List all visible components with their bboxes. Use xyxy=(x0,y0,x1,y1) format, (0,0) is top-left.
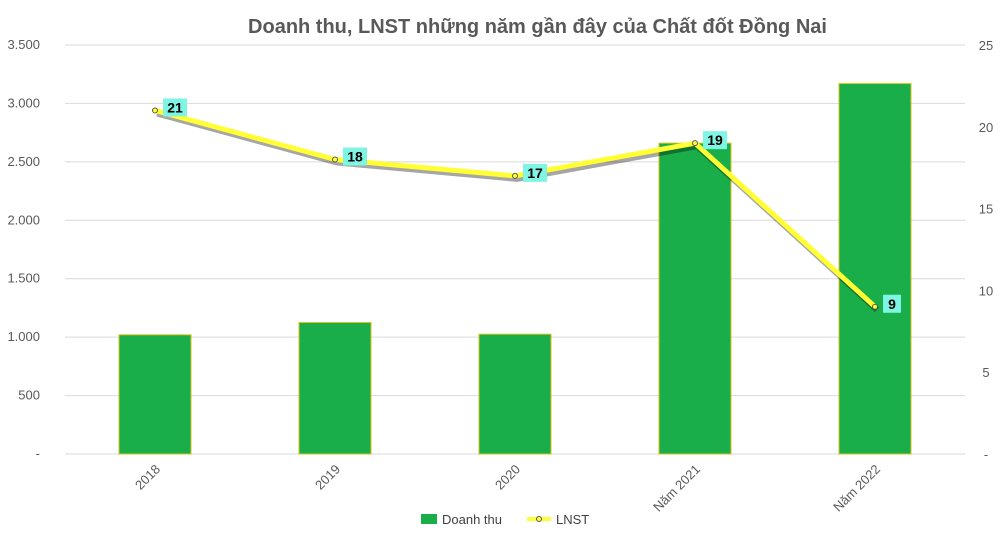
data-label-box xyxy=(703,131,727,150)
x-tick-label: 2020 xyxy=(492,462,523,493)
data-label-text: 18 xyxy=(347,149,363,165)
legend-label-revenue: Doanh thu xyxy=(442,512,502,527)
chart-title: Doanh thu, LNST những năm gần đây của Ch… xyxy=(248,16,827,38)
left-tick-label: 2.500 xyxy=(7,154,40,169)
x-axis-ticks: 2018 2019 2020 Năm 2021 Năm 2022 xyxy=(132,462,883,515)
x-tick-label: 2019 xyxy=(312,462,343,493)
profit-point xyxy=(872,303,878,310)
right-tick-label: - xyxy=(984,447,988,462)
profit-data-label: 19 xyxy=(703,131,727,150)
revenue-bars xyxy=(118,83,912,455)
left-tick-label: 3.500 xyxy=(7,37,40,52)
revenue-bar xyxy=(118,334,192,455)
left-tick-label: 3.000 xyxy=(7,95,40,110)
data-label-text: 19 xyxy=(707,132,723,148)
left-tick-label: 1.500 xyxy=(7,271,40,286)
left-tick-label: - xyxy=(36,446,40,461)
data-label-box xyxy=(523,163,547,182)
profit-data-labels: 21 18 17 19 9 xyxy=(163,98,901,313)
x-tick-label: 2018 xyxy=(132,462,163,493)
profit-point xyxy=(512,172,518,179)
data-label-text: 9 xyxy=(888,296,896,312)
profit-data-label: 9 xyxy=(883,294,901,313)
right-tick-label: 5 xyxy=(982,365,989,380)
legend-swatch-revenue xyxy=(421,514,437,524)
x-tick-label: Năm 2021 xyxy=(650,462,703,515)
profit-data-label: 17 xyxy=(523,163,547,182)
left-axis-ticks: - 500 1.000 1.500 2.000 2.500 3.000 3.500 xyxy=(7,37,40,461)
legend: Doanh thu LNST xyxy=(421,512,589,527)
profit-data-label: 18 xyxy=(343,147,367,166)
left-tick-label: 1.000 xyxy=(7,329,40,344)
x-tick-label: Năm 2022 xyxy=(830,462,883,515)
left-tick-label: 500 xyxy=(18,388,40,403)
profit-point xyxy=(152,107,158,114)
right-axis-ticks: - 5 10 15 20 25 xyxy=(979,38,993,462)
profit-line-path xyxy=(152,107,878,310)
profit-line xyxy=(152,107,880,312)
left-tick-label: 2.000 xyxy=(7,212,40,227)
revenue-bar xyxy=(838,83,912,455)
data-label-box xyxy=(163,98,187,117)
data-label-text: 21 xyxy=(167,99,183,115)
profit-point xyxy=(332,156,338,163)
profit-point xyxy=(692,140,698,147)
profit-data-label: 21 xyxy=(163,98,187,117)
revenue-bar xyxy=(298,322,372,455)
revenue-bar xyxy=(478,333,552,455)
data-label-box xyxy=(343,147,367,166)
data-label-text: 17 xyxy=(527,165,543,181)
data-label-box xyxy=(883,294,901,313)
revenue-bar xyxy=(658,142,732,455)
legend-swatch-profit-marker xyxy=(536,516,542,522)
legend-label-profit: LNST xyxy=(556,512,589,527)
right-tick-label: 10 xyxy=(979,283,993,298)
right-tick-label: 20 xyxy=(979,120,993,135)
right-tick-label: 25 xyxy=(979,38,993,53)
right-tick-label: 15 xyxy=(979,202,993,217)
